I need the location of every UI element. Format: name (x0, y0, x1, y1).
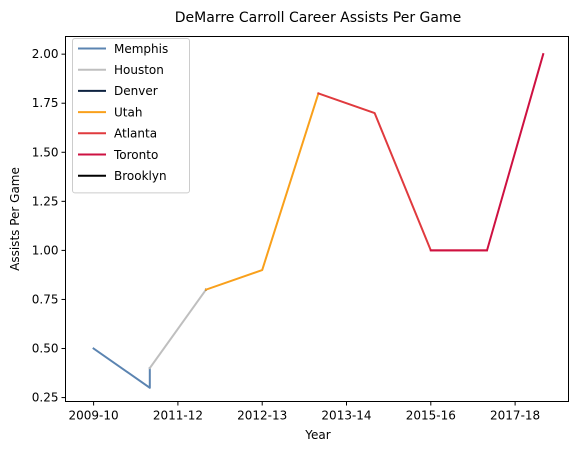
x-axis-label: Year (304, 428, 330, 442)
x-axis-ticks: 2009-10 2011-12 2012-13 2013-14 2015-16 2017-… (69, 401, 540, 423)
y-tick-label: 1.75 (32, 96, 59, 110)
y-tick-label: 0.50 (32, 342, 59, 356)
series-line-memphis (92, 347, 151, 389)
y-tick-label: 0.75 (32, 292, 59, 306)
x-tick-label: 2013-14 (321, 409, 371, 423)
series-line-atlanta (317, 92, 489, 252)
legend-label-toronto: Toronto (113, 148, 158, 162)
x-tick-label: 2009-10 (69, 409, 119, 423)
legend-label-denver: Denver (114, 84, 158, 98)
legend: Memphis Houston Denver Utah Atlanta Toronto Br… (72, 38, 190, 194)
y-axis-label: Assists Per Game (8, 167, 22, 271)
legend-label-houston: Houston (114, 63, 164, 77)
legend-label-brooklyn: Brooklyn (114, 169, 167, 183)
chart-title: DeMarre Carroll Career Assists Per Game (175, 10, 461, 26)
x-tick-label: 2012-13 (237, 409, 287, 423)
y-tick-label: 0.25 (32, 391, 59, 405)
y-tick-label: 2.00 (32, 47, 59, 61)
legend-label-utah: Utah (114, 105, 142, 119)
x-tick-label: 2011-12 (153, 409, 203, 423)
y-axis-ticks: 0.25 0.50 0.75 1.00 1.25 1.50 1.75 2.00 (32, 47, 66, 405)
series-line-utah (204, 92, 320, 291)
legend-label-memphis: Memphis (114, 42, 168, 56)
legend-label-atlanta: Atlanta (114, 127, 157, 141)
y-tick-label: 1.25 (32, 194, 59, 208)
y-tick-label: 1.00 (32, 243, 59, 257)
plot-frame (65, 36, 569, 402)
x-tick-label: 2015-16 (406, 409, 456, 423)
plot-lines (92, 52, 545, 389)
x-tick-label: 2017-18 (490, 409, 540, 423)
series-line-houston (148, 288, 208, 370)
y-tick-label: 1.50 (32, 145, 59, 159)
series-line-toronto (429, 52, 545, 252)
